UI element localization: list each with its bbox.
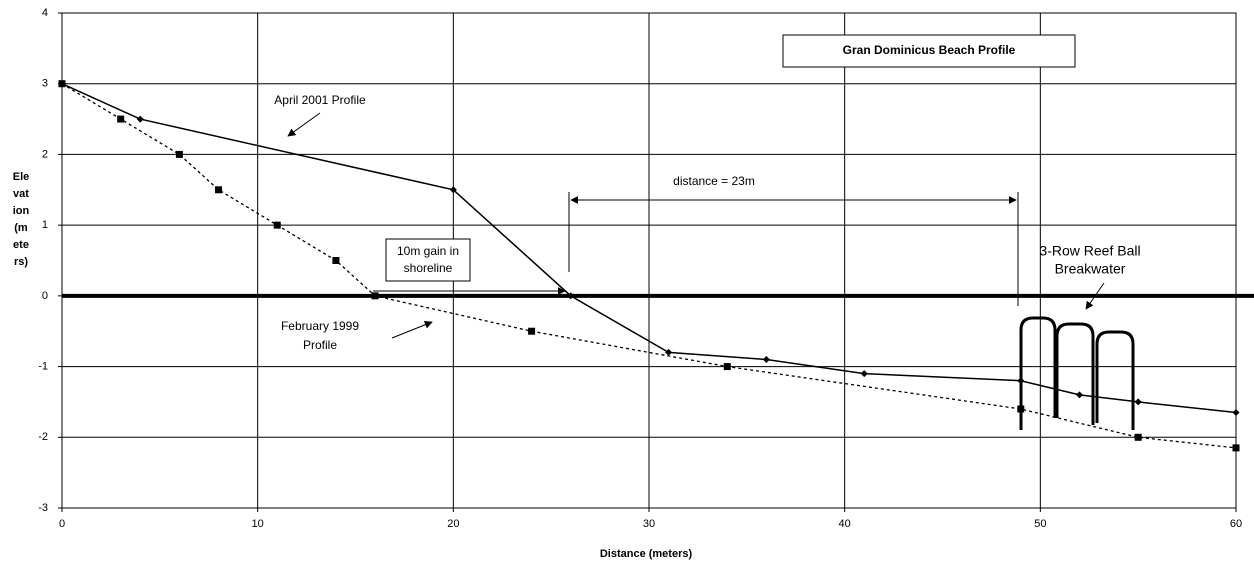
x-tick-label: 40 bbox=[839, 518, 851, 530]
y-axis-title-line: rs) bbox=[14, 256, 28, 268]
point bbox=[1134, 433, 1142, 441]
x-axis-title: Distance (meters) bbox=[600, 548, 693, 560]
point bbox=[332, 257, 340, 264]
annotation: shoreline bbox=[404, 261, 453, 275]
point bbox=[1075, 391, 1083, 399]
gain-box bbox=[385, 238, 471, 282]
y-axis-title: Ele vat ion (m ete rs) bbox=[13, 171, 30, 268]
y-tick-label: -1 bbox=[38, 360, 48, 372]
point bbox=[58, 80, 66, 88]
x-tick-label: 20 bbox=[447, 518, 459, 530]
y-tick-label: 1 bbox=[42, 219, 48, 231]
annotation: February 1999 bbox=[281, 319, 359, 333]
point bbox=[175, 150, 183, 158]
point bbox=[1232, 444, 1240, 452]
point bbox=[665, 348, 673, 356]
annotation-arrow bbox=[287, 112, 321, 137]
y-axis-title-line: Ele bbox=[13, 171, 30, 183]
reef-ball bbox=[1095, 330, 1135, 430]
annotation: Breakwater bbox=[1055, 261, 1126, 277]
y-axis-title-line: ion bbox=[13, 205, 30, 217]
point bbox=[528, 327, 536, 335]
annotation: April 2001 Profile bbox=[274, 93, 366, 107]
point bbox=[860, 370, 868, 378]
y-tick-label: -3 bbox=[38, 502, 48, 514]
annotation: 3-Row Reef Ball bbox=[1039, 243, 1140, 259]
point bbox=[449, 186, 457, 194]
point bbox=[723, 363, 731, 371]
x-tick-label: 30 bbox=[643, 518, 655, 530]
y-tick-label: 0 bbox=[42, 290, 48, 302]
point bbox=[215, 186, 223, 194]
reef-balls bbox=[1019, 316, 1135, 430]
x-tick-label: 0 bbox=[59, 518, 65, 530]
point bbox=[136, 115, 144, 123]
annotation-arrow bbox=[391, 320, 433, 339]
annotation-arrow bbox=[1085, 282, 1105, 310]
point bbox=[371, 292, 379, 300]
annotation: 10m gain in bbox=[397, 244, 459, 258]
y-tick-label: 2 bbox=[42, 148, 48, 160]
point bbox=[1134, 398, 1142, 406]
y-tick-label: 3 bbox=[42, 78, 48, 90]
annotation: Profile bbox=[303, 338, 337, 352]
y-tick-label: 4 bbox=[42, 7, 48, 19]
y-tick-label: -2 bbox=[38, 431, 48, 443]
x-tick-label: 50 bbox=[1034, 518, 1046, 530]
point bbox=[117, 115, 125, 123]
y-axis-title-line: ete bbox=[13, 239, 29, 251]
annotation: distance = 23m bbox=[673, 174, 755, 188]
y-axis-title-line: vat bbox=[13, 188, 29, 200]
title-box bbox=[782, 34, 1076, 68]
point bbox=[273, 221, 281, 229]
reef-ball bbox=[1019, 316, 1057, 430]
point bbox=[567, 292, 575, 300]
y-axis-title-line: (m bbox=[14, 222, 28, 234]
x-tick-label: 10 bbox=[252, 518, 264, 530]
chart-title: Gran Dominicus Beach Profile bbox=[843, 43, 1016, 57]
point bbox=[762, 356, 770, 363]
x-tick-label: 60 bbox=[1230, 518, 1242, 530]
point bbox=[1232, 409, 1240, 417]
reef-ball bbox=[1055, 322, 1095, 425]
